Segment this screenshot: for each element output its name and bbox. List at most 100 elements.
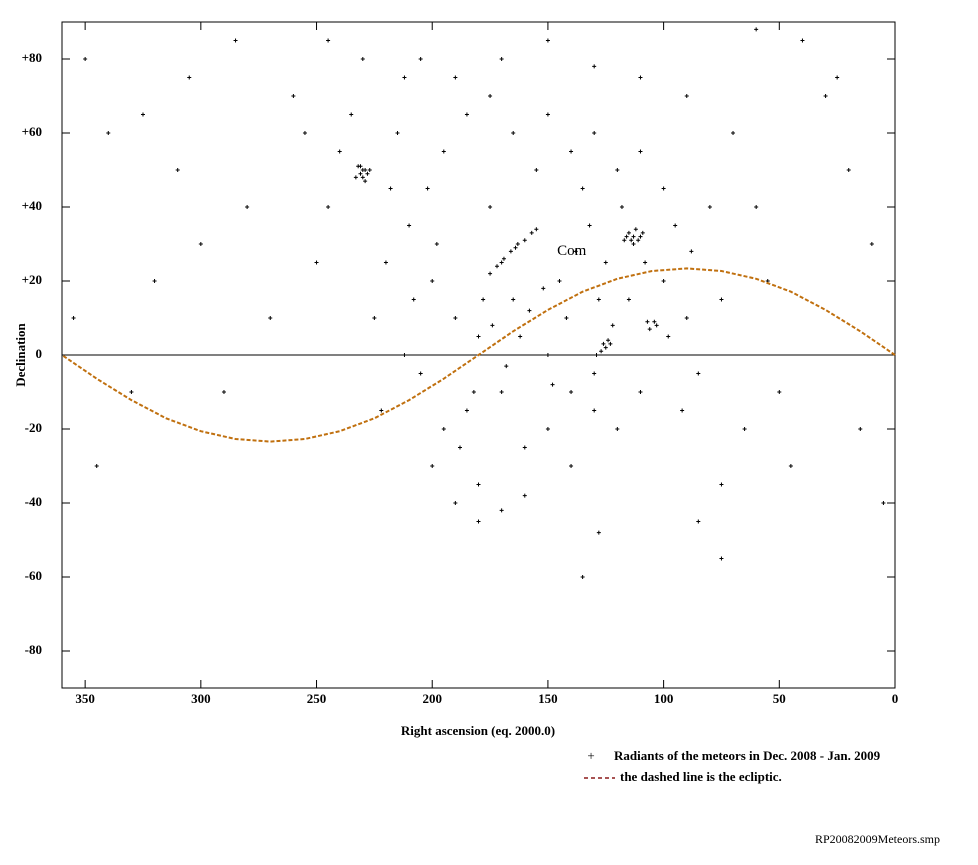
radiant-point xyxy=(476,482,481,487)
radiant-point xyxy=(314,260,319,265)
radiant-point xyxy=(402,75,407,80)
radiant-point xyxy=(594,353,599,357)
radiant-point xyxy=(869,242,874,246)
radiant-point xyxy=(441,427,446,431)
x-axis-label: Right ascension (eq. 2000.0) xyxy=(401,723,555,738)
x-tick-label: 350 xyxy=(75,691,95,706)
radiant-point xyxy=(569,390,574,394)
radiant-point xyxy=(647,327,652,332)
y-tick-label: +40 xyxy=(22,198,42,213)
radiant-point xyxy=(94,464,99,468)
radiant-point xyxy=(754,27,759,32)
radiant-point xyxy=(522,445,527,450)
radiant-point xyxy=(464,112,469,117)
radiant-point xyxy=(580,186,585,191)
radiant-point xyxy=(411,297,416,302)
radiant-point xyxy=(402,353,407,357)
radiant-point xyxy=(511,297,516,302)
radiant-point xyxy=(337,149,342,154)
radiant-point xyxy=(800,38,805,43)
radiant-point xyxy=(626,230,631,235)
radiant-point xyxy=(476,519,481,524)
radiant-point xyxy=(508,249,513,254)
y-tick-label: -20 xyxy=(25,420,42,435)
radiant-point xyxy=(596,530,601,535)
radiant-point xyxy=(488,94,493,98)
radiant-point xyxy=(599,349,604,354)
y-tick-label: +20 xyxy=(22,272,42,287)
radiant-point xyxy=(606,338,611,343)
radiant-point xyxy=(545,353,550,357)
radiant-point xyxy=(425,186,430,191)
radiant-point xyxy=(504,364,509,369)
radiant-point xyxy=(638,234,643,239)
radiant-point xyxy=(291,94,296,98)
legend-symbol: + xyxy=(587,748,594,763)
radiant-point xyxy=(383,260,388,265)
footer: RP20082009Meteors.smp xyxy=(815,832,940,846)
radiant-point xyxy=(358,164,363,169)
radiant-point xyxy=(418,57,423,61)
radiant-point xyxy=(645,319,650,324)
radiant-point xyxy=(638,75,643,80)
radiant-point xyxy=(513,245,518,250)
radiant-point xyxy=(71,316,76,320)
x-tick-label: 100 xyxy=(654,691,674,706)
radiant-point xyxy=(680,408,685,413)
annotation: Com xyxy=(557,243,587,259)
radiant-point xyxy=(268,316,273,320)
radiant-point xyxy=(858,427,863,431)
radiant-point xyxy=(365,171,370,176)
radiant-point xyxy=(629,238,634,243)
radiant-point xyxy=(684,94,689,98)
radiant-point xyxy=(564,316,569,320)
y-tick-label: 0 xyxy=(36,346,43,361)
radiant-point xyxy=(518,334,523,339)
radiant-point xyxy=(522,238,527,243)
x-tick-label: 0 xyxy=(892,691,899,706)
radiant-point xyxy=(499,57,504,61)
y-axis-label: Declination xyxy=(13,322,28,386)
y-tick-label: -80 xyxy=(25,642,42,657)
radiant-point xyxy=(624,234,629,239)
radiant-point xyxy=(661,279,666,283)
radiant-point xyxy=(603,260,608,265)
radiant-point xyxy=(719,482,724,487)
radiant-point xyxy=(696,371,701,376)
radiant-point xyxy=(360,57,365,61)
radiant-point xyxy=(545,38,550,43)
radiant-point xyxy=(499,390,504,394)
radiant-point xyxy=(501,256,506,261)
radiant-point xyxy=(696,519,701,524)
radiant-point xyxy=(592,408,597,413)
radiant-point xyxy=(434,242,439,246)
radiant-point xyxy=(652,319,657,324)
radiant-point xyxy=(441,149,446,154)
radiant-point xyxy=(666,334,671,339)
radiant-point xyxy=(175,168,180,172)
radiant-point xyxy=(302,131,307,135)
radiant-point xyxy=(545,427,550,431)
radiant-point xyxy=(587,223,592,228)
radiant-point xyxy=(360,168,365,172)
radiant-point xyxy=(233,38,238,43)
radiant-point xyxy=(661,186,666,191)
radiant-point xyxy=(619,205,624,209)
radiant-point xyxy=(367,168,372,172)
radiant-point xyxy=(379,408,384,413)
radiant-point xyxy=(541,286,546,291)
radiant-point xyxy=(198,242,203,246)
radiant-point xyxy=(152,279,157,283)
y-tick-label: +60 xyxy=(22,124,42,139)
legend-label: the dashed line is the ecliptic. xyxy=(620,769,782,784)
radiant-point xyxy=(481,297,486,302)
radiant-point xyxy=(349,112,354,117)
radiant-point xyxy=(353,175,358,180)
x-tick-label: 50 xyxy=(773,691,786,706)
radiant-point xyxy=(527,308,532,313)
radiant-point xyxy=(569,464,574,468)
radiant-point xyxy=(654,323,659,328)
radiant-point xyxy=(495,264,500,269)
radiant-point xyxy=(603,345,608,350)
radiant-point xyxy=(601,341,606,346)
